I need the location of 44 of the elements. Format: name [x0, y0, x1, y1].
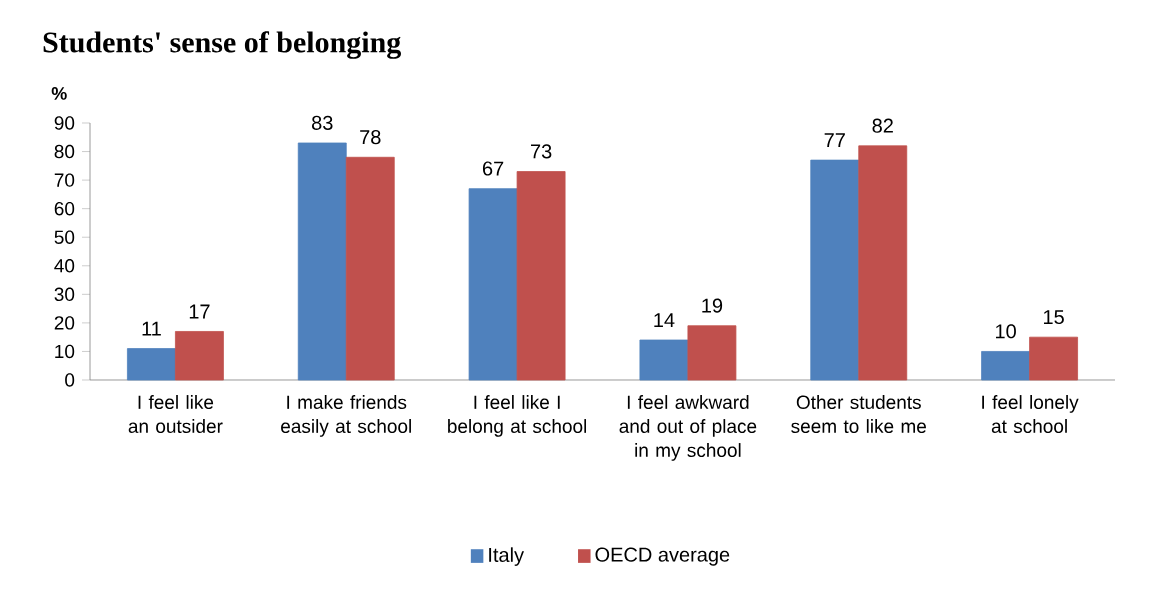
- data-label: 15: [1044, 310, 1064, 325]
- data-label: 17: [189, 304, 210, 319]
- data-label: 83: [312, 115, 333, 130]
- y-tick-label: 70: [54, 173, 75, 187]
- x-tick-label: Other students seem to like me: [791, 395, 926, 434]
- x-tick-label: I feel like an outsider: [128, 395, 223, 434]
- data-label: 10: [996, 324, 1016, 339]
- data-label: 78: [360, 130, 381, 145]
- x-tick-label: I feel awkward and out of place in my school: [619, 395, 757, 461]
- bar: [981, 351, 1030, 381]
- bar: [1029, 336, 1078, 381]
- bar: [345, 156, 395, 381]
- bar: [516, 171, 566, 381]
- y-tick-label: 50: [54, 230, 75, 244]
- legend-label: Italy: [489, 547, 525, 566]
- bar: [175, 331, 224, 381]
- data-label: 67: [482, 161, 504, 176]
- y-tick-label: 20: [54, 316, 75, 330]
- x-tick-label: I feel like I belong at school: [448, 395, 587, 437]
- chart-title: Students' sense of belonging: [43, 31, 401, 59]
- y-tick-label: 80: [54, 144, 75, 159]
- data-label: 14: [654, 313, 675, 327]
- bar: [127, 348, 176, 381]
- data-label: 11: [142, 321, 161, 336]
- y-tick-label: 0: [65, 373, 75, 387]
- x-tick-label: I make friends easily at school: [281, 395, 411, 437]
- y-tick-label: 60: [54, 201, 75, 216]
- bar: [468, 188, 518, 381]
- bar: [297, 142, 347, 381]
- data-label: 73: [531, 144, 552, 159]
- y-tick-label: 40: [54, 259, 75, 273]
- data-label: 19: [702, 298, 723, 313]
- y-tick-label: 10: [55, 344, 75, 359]
- y-tick-label: 90: [54, 116, 75, 130]
- bar: [687, 325, 737, 381]
- bar: [810, 159, 860, 381]
- bar: [639, 339, 689, 381]
- legend-label: OECD average: [595, 547, 730, 566]
- data-label: 82: [872, 118, 893, 133]
- bar: [858, 145, 908, 381]
- x-tick-label: I feel lonely at school: [982, 395, 1079, 434]
- y-tick-label: 30: [54, 287, 75, 302]
- y-axis-title: %: [51, 87, 67, 100]
- data-label: 77: [824, 133, 845, 148]
